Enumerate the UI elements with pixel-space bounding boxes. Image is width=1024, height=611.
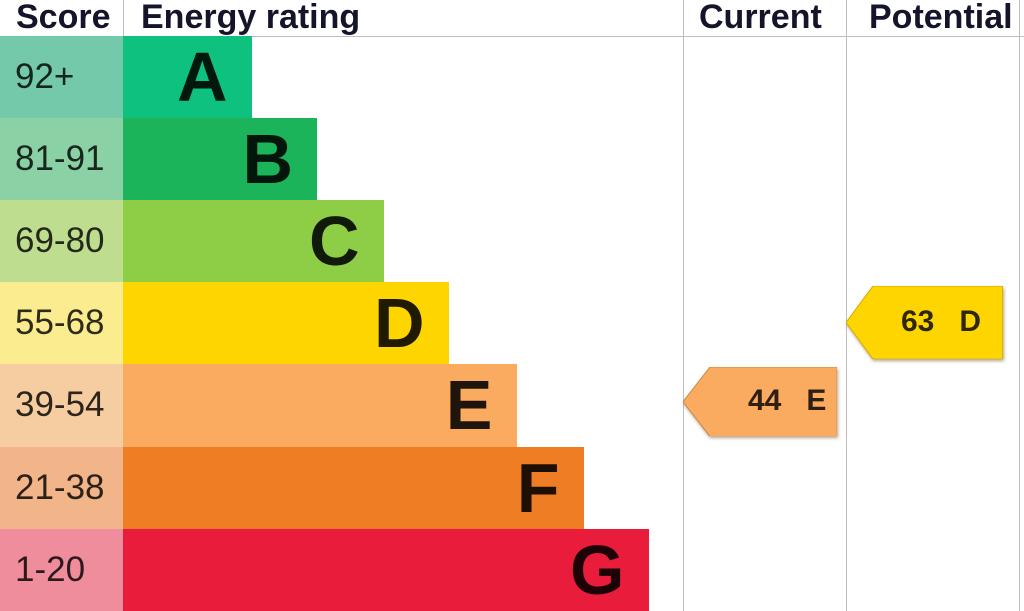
svg-text:63 D: 63 D [901,305,981,338]
svg-text:44 E: 44 E [748,383,826,416]
